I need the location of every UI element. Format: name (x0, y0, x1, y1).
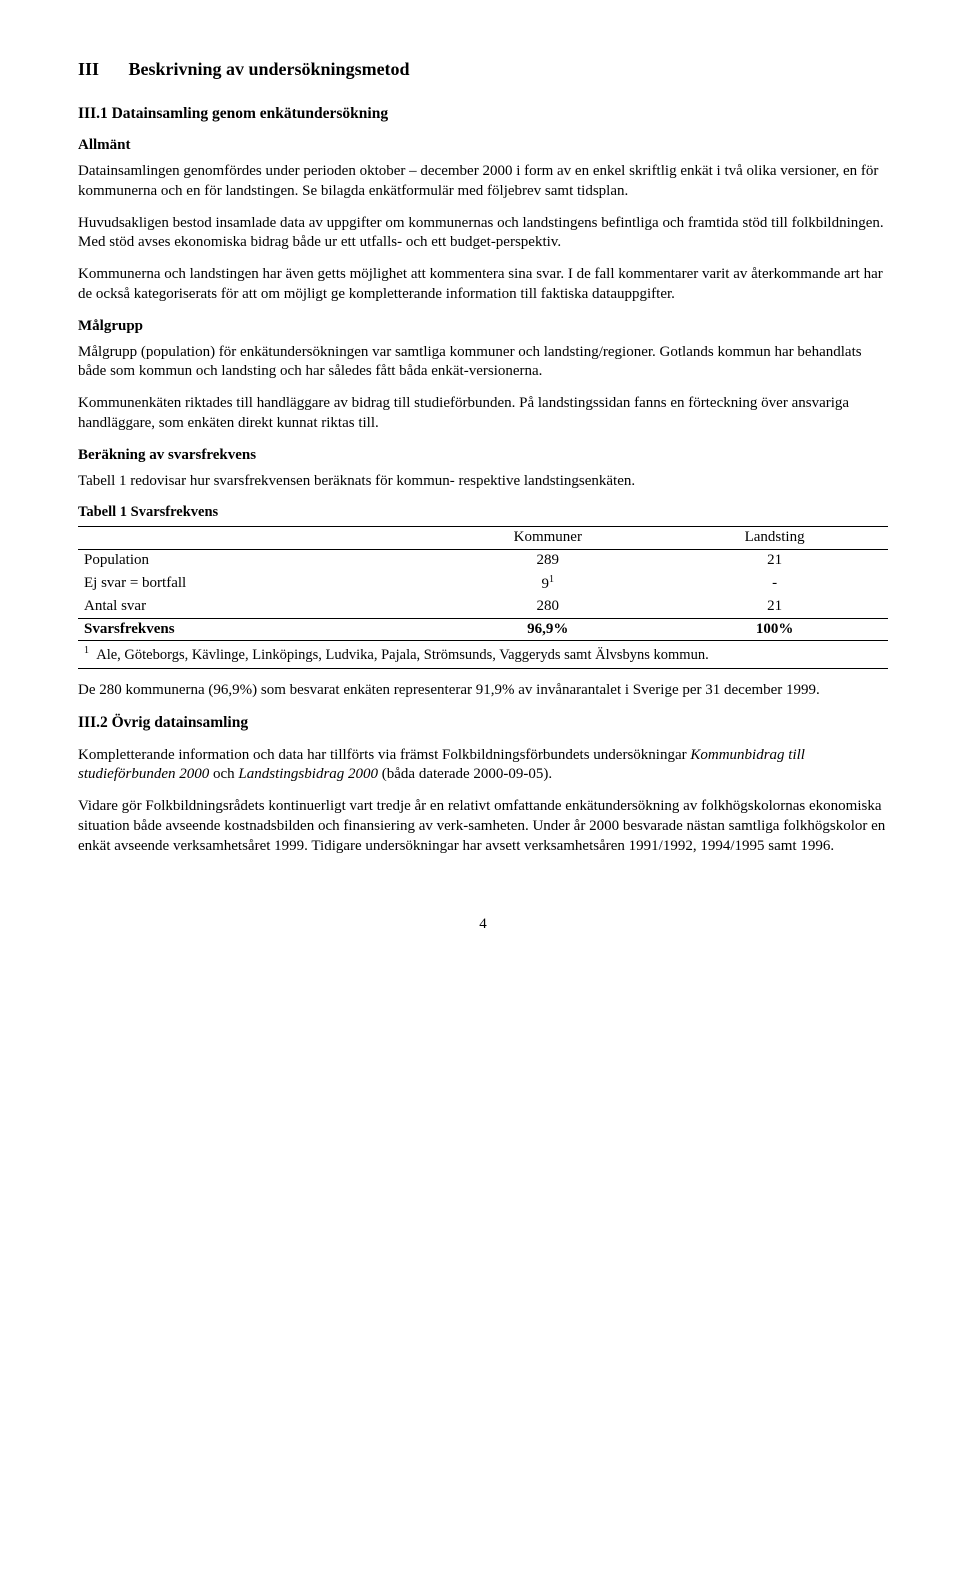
table-caption: Tabell 1 Svarsfrekvens (78, 503, 888, 522)
body-paragraph: De 280 kommunerna (96,9%) som besvarat e… (78, 681, 888, 701)
body-paragraph: Huvudsakligen bestod insamlade data av u… (78, 214, 888, 254)
table-cell: 280 (434, 596, 661, 618)
italic-title: Landstingsbidrag 2000 (238, 766, 378, 782)
body-paragraph: Vidare gör Folkbildningsrådets kontinuer… (78, 797, 888, 856)
body-paragraph: Datainsamlingen genomfördes under period… (78, 162, 888, 202)
page-number: 4 (78, 915, 888, 935)
table-cell: Ej svar = bortfall (78, 572, 434, 596)
table-cell: Svarsfrekvens (78, 618, 434, 641)
subsection-number: III.1 (78, 105, 108, 122)
body-paragraph: Kommunenkäten riktades till handläggare … (78, 394, 888, 434)
footnote-marker: 1 (549, 574, 554, 585)
table-row: Ej svar = bortfall 91 - (78, 572, 888, 596)
section-number: III (78, 58, 124, 82)
table-header-row: Kommuner Landsting (78, 527, 888, 550)
table-row: Antal svar 280 21 (78, 596, 888, 618)
table-row-total: Svarsfrekvens 96,9% 100% (78, 618, 888, 641)
para-heading-allmant: Allmänt (78, 136, 888, 156)
table-cell: Population (78, 550, 434, 572)
body-paragraph: Målgrupp (population) för enkätundersökn… (78, 343, 888, 383)
body-paragraph: Kommunerna och landstingen har även gett… (78, 265, 888, 305)
section-title: Beskrivning av undersökningsmetod (129, 59, 410, 79)
table-cell: 91 (434, 572, 661, 596)
table-cell-value: 9 (542, 576, 550, 592)
table-header-cell: Kommuner (434, 527, 661, 550)
table-header-cell: Landsting (661, 527, 888, 550)
footnote-number: 1 (84, 645, 89, 656)
subsection-title: Datainsamling genom enkätundersökning (112, 105, 388, 122)
table-row: Population 289 21 (78, 550, 888, 572)
body-paragraph: Tabell 1 redovisar hur svarsfrekvensen b… (78, 472, 888, 492)
subsection-number: III.2 (78, 714, 108, 731)
para-heading-berakning: Beräkning av svarsfrekvens (78, 446, 888, 466)
subsection-heading: III.1 Datainsamling genom enkätundersökn… (78, 104, 888, 124)
body-text: (båda daterade 2000-09-05). (378, 766, 552, 782)
table-cell: 289 (434, 550, 661, 572)
section-heading: III Beskrivning av undersökningsmetod (78, 58, 888, 82)
subsection-title: Övrig datainsamling (112, 714, 249, 731)
para-heading-malgrupp: Målgrupp (78, 317, 888, 337)
table-cell: 100% (661, 618, 888, 641)
table-cell: 21 (661, 596, 888, 618)
table: Kommuner Landsting Population 289 21 Ej … (78, 526, 888, 669)
table-cell: 21 (661, 550, 888, 572)
body-text: och (209, 766, 238, 782)
body-text: Kompletterande information och data har … (78, 747, 690, 763)
table-header-cell (78, 527, 434, 550)
table-cell: Antal svar (78, 596, 434, 618)
table-footnote-row: 1 Ale, Göteborgs, Kävlinge, Linköpings, … (78, 641, 888, 669)
table-svarsfrekvens: Tabell 1 Svarsfrekvens Kommuner Landstin… (78, 503, 888, 669)
subsection-heading: III.2 Övrig datainsamling (78, 713, 888, 733)
body-paragraph: Kompletterande information och data har … (78, 746, 888, 786)
footnote-text: Ale, Göteborgs, Kävlinge, Linköpings, Lu… (96, 647, 708, 663)
table-footnote: 1 Ale, Göteborgs, Kävlinge, Linköpings, … (78, 641, 888, 669)
table-cell: - (661, 572, 888, 596)
table-cell: 96,9% (434, 618, 661, 641)
